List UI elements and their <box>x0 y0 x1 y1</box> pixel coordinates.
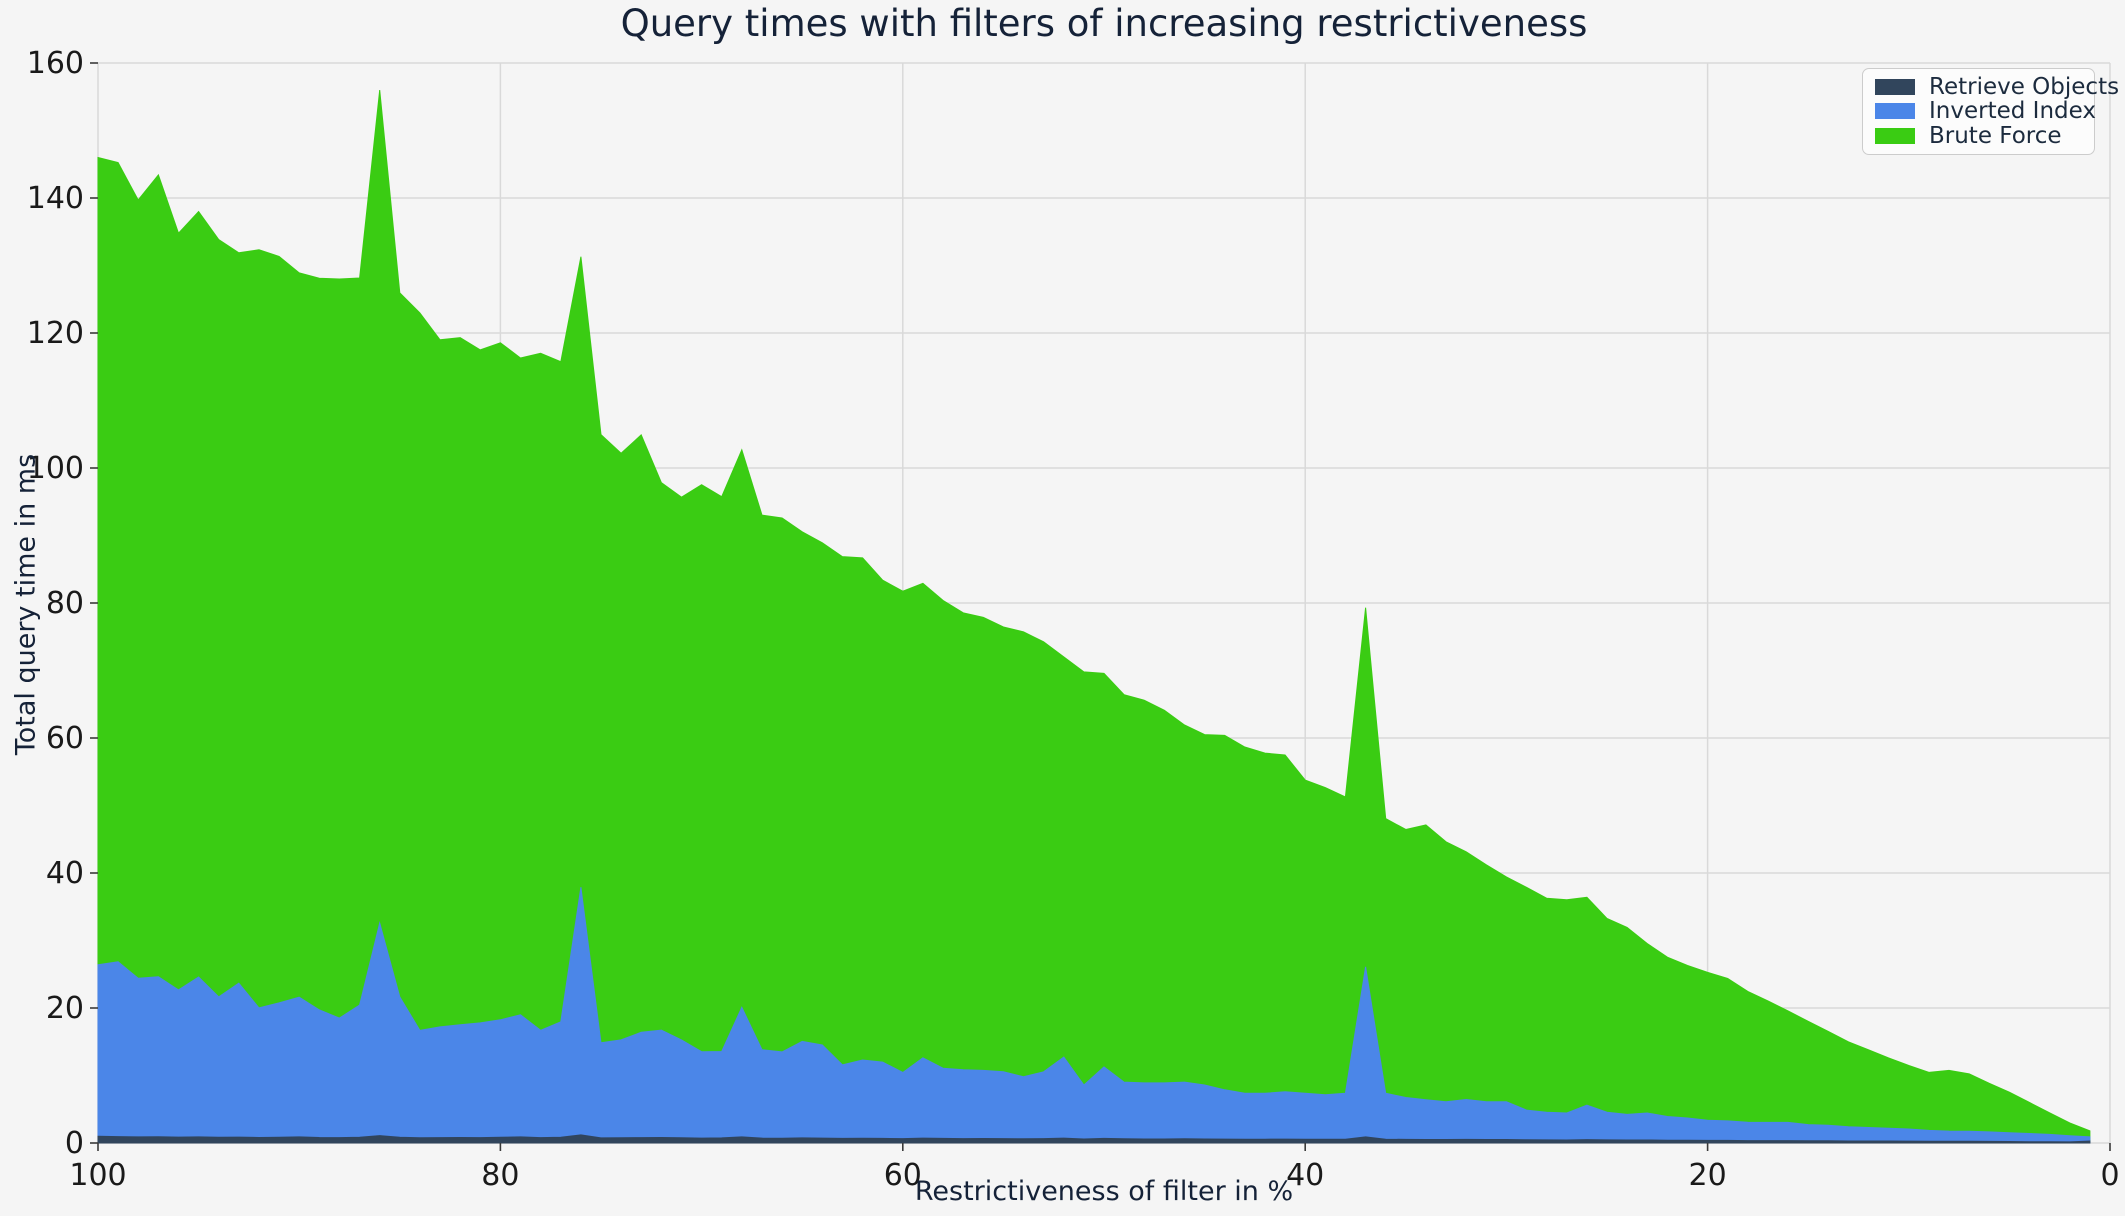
x-tick-label: 100 <box>69 1158 126 1193</box>
y-tick-label: 60 <box>46 721 84 756</box>
chart-title: Query times with filters of increasing r… <box>620 2 1588 45</box>
legend: Retrieve Objects Inverted Index Brute Forc… <box>1862 68 2119 155</box>
legend-swatch-icon <box>1875 127 1915 144</box>
y-tick-label: 20 <box>46 991 84 1026</box>
y-tick-label: 40 <box>46 856 84 891</box>
y-axis-label: Total query time in ms <box>10 453 42 756</box>
x-tick-label: 60 <box>884 1158 922 1193</box>
area-brute-force <box>97 89 2091 1144</box>
legend-swatch-icon <box>1875 79 1915 96</box>
legend-label: Retrieve Objects <box>1929 74 2120 101</box>
x-tick-label: 80 <box>481 1158 519 1193</box>
y-tick-label: 80 <box>46 586 84 621</box>
legend-item: Inverted Index <box>1875 98 2096 124</box>
y-tick-label: 140 <box>27 181 84 216</box>
x-axis-label: Restrictiveness of filter in % <box>914 1176 1294 1207</box>
y-tick-label: 120 <box>27 316 84 351</box>
legend-item: Brute Force <box>1875 122 2084 149</box>
x-tick-label: 20 <box>1689 1158 1727 1193</box>
x-tick-label: 40 <box>1286 1158 1324 1193</box>
legend-item: Retrieve Objects <box>1875 74 2119 100</box>
y-tick-label: 100 <box>27 451 84 486</box>
area-inverted-index <box>97 887 2091 1144</box>
area-retrieve-objects <box>97 1134 2091 1144</box>
y-tick-label: 160 <box>27 46 84 81</box>
legend-swatch-icon <box>1875 103 1915 120</box>
legend-label: Inverted Index <box>1929 98 2096 125</box>
y-tick-label: 0 <box>65 1126 84 1161</box>
legend-label: Brute Force <box>1929 122 2062 149</box>
x-tick-label: 0 <box>2100 1158 2119 1193</box>
